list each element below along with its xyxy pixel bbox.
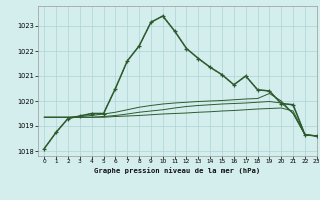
- X-axis label: Graphe pression niveau de la mer (hPa): Graphe pression niveau de la mer (hPa): [94, 167, 261, 174]
